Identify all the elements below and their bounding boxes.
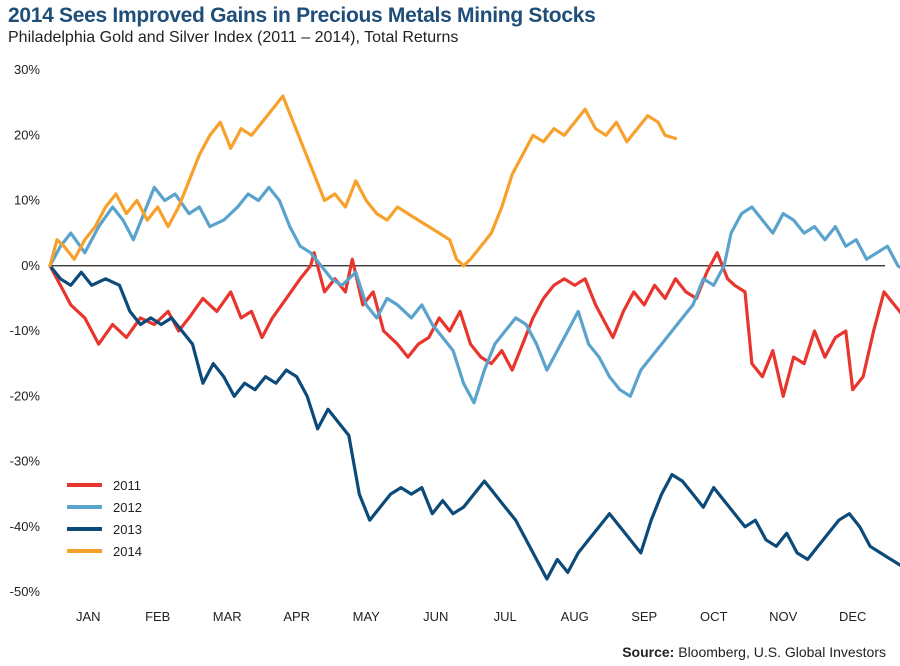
x-tick-label: OCT <box>700 609 728 624</box>
x-tick-label: DEC <box>839 609 866 624</box>
y-tick-label: 20% <box>14 127 40 142</box>
legend: 2011 2012 2013 2014 <box>67 478 142 559</box>
y-tick-label: -20% <box>10 388 41 403</box>
y-tick-label: -50% <box>10 584 41 599</box>
x-tick-label: MAR <box>213 609 242 624</box>
series-line-2012 <box>48 185 900 405</box>
y-tick-label: 30% <box>14 62 40 77</box>
x-tick-label: JUN <box>423 609 448 624</box>
series-line-2013 <box>48 264 900 581</box>
x-tick-label: FEB <box>145 609 170 624</box>
x-tick-label: AUG <box>561 609 589 624</box>
y-axis-ticks: 30% 20% 10% 0% -10% -20% -30% -40% -50% <box>10 62 41 599</box>
x-tick-label: JUL <box>494 609 517 624</box>
series-line-2014 <box>48 94 678 268</box>
x-tick-label: SEP <box>631 609 657 624</box>
legend-label-2011: 2011 <box>113 478 141 493</box>
y-tick-label: -30% <box>10 454 41 469</box>
series-line-2011 <box>48 251 900 398</box>
chart-title: 2014 Sees Improved Gains in Precious Met… <box>8 4 596 27</box>
source-note: Source: Bloomberg, U.S. Global Investors <box>622 644 886 660</box>
x-tick-label: NOV <box>769 609 798 624</box>
legend-label-2014: 2014 <box>113 544 142 559</box>
source-text: Bloomberg, U.S. Global Investors <box>678 644 886 660</box>
source-label: Source: <box>622 644 675 660</box>
y-tick-label: 0% <box>21 258 40 273</box>
y-tick-label: -10% <box>10 323 41 338</box>
series-lines <box>48 94 900 581</box>
y-tick-label: 10% <box>14 193 40 208</box>
legend-label-2012: 2012 <box>113 500 142 515</box>
chart-subtitle: Philadelphia Gold and Silver Index (2011… <box>8 29 459 46</box>
y-tick-label: -40% <box>10 519 41 534</box>
x-tick-label: APR <box>283 609 310 624</box>
x-tick-label: JAN <box>76 609 101 624</box>
x-axis-ticks: JAN FEB MAR APR MAY JUN JUL AUG SEP OCT NOV DEC <box>76 609 867 624</box>
legend-label-2013: 2013 <box>113 522 142 537</box>
x-tick-label: MAY <box>353 609 381 624</box>
